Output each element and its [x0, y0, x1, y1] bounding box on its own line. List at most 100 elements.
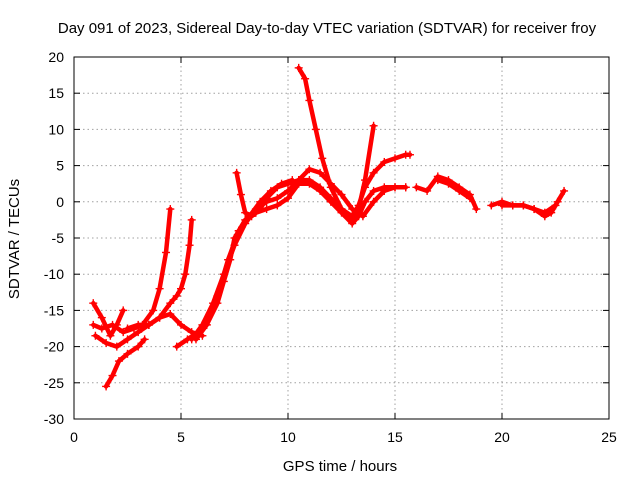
- data-point-marker: [177, 284, 185, 293]
- data-point-marker: [256, 205, 265, 214]
- data-point-marker: [358, 212, 367, 221]
- data-point-marker: [391, 183, 399, 192]
- data-point-marker: [123, 349, 132, 358]
- x-tick-label: 0: [70, 429, 78, 445]
- data-point-marker: [433, 176, 442, 185]
- y-tick-label: -30: [44, 411, 64, 427]
- data-point-marker: [455, 186, 464, 195]
- data-point-marker: [241, 208, 250, 217]
- data-point-marker: [112, 342, 121, 351]
- data-point-marker: [294, 176, 303, 185]
- x-tick-label: 20: [494, 429, 510, 445]
- data-point-marker: [119, 328, 128, 337]
- data-point-marker: [149, 306, 158, 315]
- data-point-marker: [224, 255, 233, 264]
- data-point-marker: [89, 299, 98, 308]
- series-line: [125, 217, 194, 331]
- data-point-marker: [337, 205, 346, 214]
- data-point-marker: [232, 168, 241, 177]
- data-point-marker: [305, 176, 314, 185]
- data-point-marker: [191, 335, 200, 344]
- data-point-marker: [472, 205, 481, 214]
- data-point-marker: [114, 357, 123, 366]
- series-line: [174, 181, 408, 349]
- data-point-marker: [326, 183, 335, 192]
- data-point-marker: [236, 190, 245, 199]
- data-point-marker: [273, 201, 282, 210]
- data-point-marker: [97, 313, 106, 322]
- series-arc-15: [498, 201, 560, 217]
- data-point-marker: [551, 201, 560, 210]
- x-tick-label: 15: [387, 429, 403, 445]
- data-point-marker: [369, 121, 378, 130]
- data-point-marker: [444, 179, 453, 188]
- y-tick-label: 15: [48, 85, 64, 101]
- data-point-marker: [498, 201, 506, 210]
- data-point-marker: [119, 306, 128, 315]
- data-point-marker: [423, 186, 432, 195]
- data-point-marker: [508, 201, 517, 210]
- data-point-marker: [380, 186, 389, 195]
- series-arc-11: [294, 63, 378, 224]
- data-point-marker: [162, 248, 171, 257]
- data-point-marker: [202, 320, 211, 329]
- data-point-marker: [166, 310, 175, 319]
- data-point-marker: [213, 291, 222, 300]
- data-point-marker: [166, 299, 175, 308]
- data-point-marker: [187, 215, 196, 224]
- data-point-marker: [134, 342, 143, 351]
- data-point-marker: [106, 331, 115, 340]
- y-tick-label: -25: [44, 375, 64, 391]
- data-point-marker: [89, 320, 98, 329]
- data-point-marker: [519, 201, 528, 210]
- y-tick-label: -20: [44, 339, 64, 355]
- data-point-marker: [108, 371, 117, 380]
- data-point-marker: [369, 168, 378, 177]
- data-point-marker: [284, 194, 292, 203]
- data-point-marker: [348, 215, 357, 224]
- data-point-marker: [369, 197, 378, 206]
- series-line: [91, 206, 173, 335]
- data-point-marker: [284, 179, 292, 188]
- y-tick-label: -10: [44, 266, 64, 282]
- data-point-marker: [123, 335, 132, 344]
- data-point-marker: [560, 186, 569, 195]
- series-line: [93, 322, 152, 349]
- data-point-marker: [401, 183, 410, 192]
- data-point-marker: [262, 194, 271, 203]
- data-point-marker: [405, 150, 414, 159]
- axis-ticks: [73, 56, 610, 420]
- grid-lines: [74, 57, 609, 419]
- series-line: [103, 337, 147, 389]
- data-point-marker: [284, 186, 292, 195]
- data-point-marker: [177, 320, 185, 329]
- data-point-marker: [391, 154, 399, 163]
- data-point-marker: [318, 154, 327, 163]
- series-line: [296, 65, 376, 223]
- data-point-marker: [234, 226, 243, 235]
- y-tick-label: 0: [56, 194, 64, 210]
- data-point-marker: [91, 331, 100, 340]
- series-line: [499, 203, 558, 215]
- data-point-marker: [134, 320, 143, 329]
- data-point-marker: [316, 168, 325, 177]
- data-point-marker: [181, 270, 190, 279]
- data-point-marker: [369, 186, 378, 195]
- y-axis-label: SDTVAR / TECUs: [6, 179, 23, 299]
- data-point-marker: [326, 194, 335, 203]
- series-line: [435, 177, 473, 201]
- data-point-marker: [144, 320, 153, 329]
- data-point-marker: [305, 96, 314, 105]
- y-tick-label: -15: [44, 302, 64, 318]
- data-point-marker: [134, 328, 143, 337]
- data-point-marker: [155, 284, 164, 293]
- data-point-marker: [337, 190, 346, 199]
- data-point-marker: [530, 205, 539, 214]
- y-tick-label: -5: [52, 230, 65, 246]
- data-point-marker: [301, 74, 310, 83]
- data-point-marker: [102, 338, 111, 347]
- data-point-marker: [465, 194, 474, 203]
- series-arc-13: [433, 176, 474, 203]
- y-tick-label: 20: [48, 49, 64, 65]
- chart-title: Day 091 of 2023, Sidereal Day-to-day VTE…: [58, 20, 597, 37]
